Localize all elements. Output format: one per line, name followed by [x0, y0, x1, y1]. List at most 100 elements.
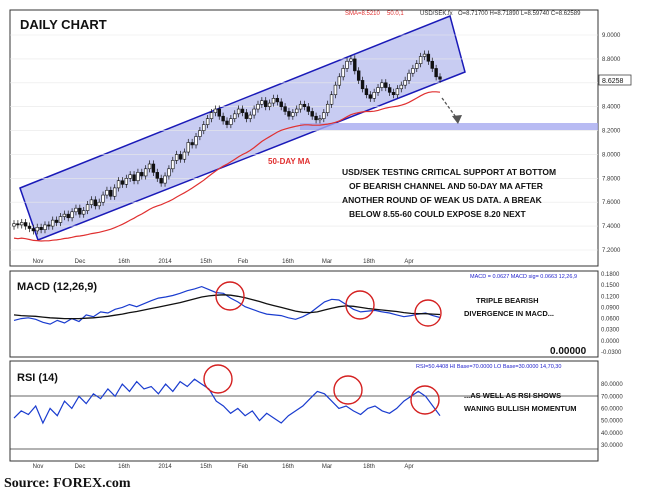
macd-signal-line — [13, 294, 441, 320]
candle-body — [105, 189, 109, 196]
rsi-circle-1 — [203, 364, 233, 394]
candle-body — [283, 106, 287, 112]
candle-body — [356, 70, 361, 81]
candle-body — [411, 68, 415, 74]
x-tick: Nov — [33, 464, 44, 470]
price-y-tick: 8.4000 — [602, 105, 621, 111]
rsi-x-axis: Nov Dec 16th 2014 15th Feb 16th Mar 18th Apr — [33, 464, 414, 470]
candle-body — [244, 112, 249, 119]
x-tick: 18th — [363, 464, 375, 470]
price-x-axis: Nov Dec 16th 2014 15th Feb 16th Mar 18th Apr — [33, 259, 414, 265]
candle-body — [275, 98, 280, 103]
last-price-box — [598, 74, 632, 86]
rsi-header: RSI=50.4408 HI Base=70.0000 LO Base=30.0… — [416, 364, 561, 370]
candle-body — [147, 163, 152, 170]
candle-body — [78, 207, 82, 215]
candle-body — [395, 88, 400, 96]
candle-body — [31, 228, 36, 232]
candle-body — [376, 87, 380, 93]
x-tick: 16th — [282, 464, 294, 470]
candle-body — [66, 213, 70, 219]
rsi-annotation: ...AS WELL AS RSI SHOWS WANING BULLISH M… — [464, 391, 577, 413]
x-tick: 2014 — [158, 259, 172, 265]
indicator-y-tick: 0.1200 — [601, 294, 620, 300]
candle-body — [213, 108, 218, 113]
candle-body — [240, 108, 245, 113]
candle-body — [205, 118, 210, 125]
candle-body — [151, 163, 156, 173]
indicator-y-tick: 0.1800 — [601, 272, 620, 278]
x-tick: 15th — [200, 259, 212, 265]
x-tick: Dec — [75, 259, 86, 265]
candle-body — [225, 120, 229, 125]
indicator-y-tick: 0.0900 — [601, 305, 620, 311]
indicator-y-tick: 0.0600 — [601, 317, 620, 323]
candle-body — [51, 219, 55, 227]
indicator-y-tick: 0.1500 — [601, 283, 620, 289]
candle-body — [333, 84, 338, 96]
candle-body — [438, 76, 442, 80]
candle-body — [39, 227, 43, 230]
candle-body — [434, 68, 438, 78]
candle-body — [337, 76, 342, 86]
rsi-line — [13, 378, 441, 425]
macd-annotation-1: TRIPLE BEARISH — [476, 296, 539, 305]
candle-body — [341, 68, 345, 78]
candle-body — [54, 219, 59, 223]
annotation-line-1: USD/SEK TESTING CRITICAL SUPPORT AT BOTT… — [342, 167, 556, 177]
candle-body — [391, 92, 396, 96]
candle-body — [47, 224, 51, 227]
price-panel — [9, 9, 599, 267]
candle-body — [186, 142, 190, 153]
x-tick: Dec — [75, 464, 86, 470]
candle-body — [12, 223, 16, 227]
candle-body — [322, 112, 326, 119]
x-tick: 2014 — [158, 464, 172, 470]
candle-body — [190, 142, 194, 146]
candle-body — [58, 216, 63, 223]
x-tick: Mar — [322, 259, 332, 265]
candle-body — [221, 115, 225, 122]
candle-body — [298, 103, 303, 110]
rsi-momentum-circles — [203, 364, 440, 415]
ohlc-label: O=8.71700 H=8.71890 L=8.59740 C=8.62589 — [458, 11, 581, 17]
candle-body — [217, 108, 221, 117]
rsi-circle-3 — [410, 385, 440, 415]
candle-body — [209, 112, 214, 119]
candle-body — [426, 53, 431, 62]
candle-body — [310, 111, 314, 117]
candle-body — [178, 154, 183, 160]
candle-body — [415, 63, 419, 69]
candle-body — [384, 82, 388, 88]
candle-body — [345, 60, 349, 69]
ma-line — [13, 91, 441, 242]
candle-body — [171, 160, 175, 170]
candle-body — [132, 174, 136, 182]
macd-divergence-circles — [215, 281, 442, 327]
price-y-tick: 8.0000 — [602, 152, 621, 158]
candle-body — [140, 172, 144, 177]
candle-body — [372, 92, 376, 99]
macd-y-axis: 0.1800 0.1500 0.1200 0.0900 0.0600 0.0300 0.00… — [601, 272, 622, 356]
candle-body — [136, 172, 140, 182]
candle-body — [399, 84, 403, 90]
x-tick: Apr — [404, 259, 413, 265]
rsi-title: RSI (14) — [17, 372, 58, 384]
macd-panel — [9, 270, 599, 358]
candle-body — [97, 201, 101, 207]
candle-body — [430, 60, 434, 69]
price-y-tick: 8.8000 — [602, 57, 621, 63]
candle-body — [85, 204, 90, 211]
candle-body — [360, 80, 365, 90]
candle-body — [174, 154, 179, 161]
last-price-label: 8.6258 — [602, 78, 624, 85]
candle-body — [422, 53, 427, 57]
x-tick: 18th — [363, 259, 375, 265]
candle-body — [407, 72, 411, 81]
candle-body — [233, 113, 237, 119]
x-tick: Apr — [404, 464, 413, 470]
candle-body — [163, 175, 167, 184]
x-tick: Feb — [238, 259, 249, 265]
candle-body — [236, 108, 241, 115]
rsi-circle-2 — [333, 375, 363, 405]
